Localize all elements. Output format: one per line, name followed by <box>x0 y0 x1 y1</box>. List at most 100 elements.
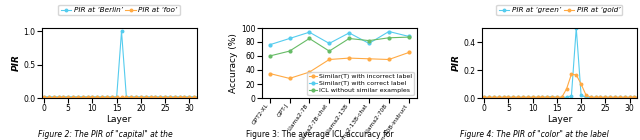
PIR at ‘gold’ <box>636 96 640 98</box>
PIR at ‘gold’ <box>592 96 600 98</box>
Similar(T) with incorrect label <box>385 59 393 60</box>
PIR at ‘foo’ <box>166 96 174 98</box>
PIR at ‘foo’ <box>180 96 188 98</box>
PIR at ‘gold’ <box>485 96 493 98</box>
PIR at ‘green’ <box>553 96 561 98</box>
Line: PIR at ‘Berlin’: PIR at ‘Berlin’ <box>43 30 200 98</box>
PIR at ‘gold’ <box>534 96 541 98</box>
PIR at ‘foo’ <box>74 96 82 98</box>
PIR at ‘foo’ <box>142 96 150 98</box>
Y-axis label: PIR: PIR <box>452 55 461 71</box>
Line: Similar(T) with correct label: Similar(T) with correct label <box>268 30 410 46</box>
Similar(T) with incorrect label <box>305 71 313 73</box>
PIR at ‘gold’ <box>543 96 551 98</box>
Similar(T) with correct label <box>346 32 353 34</box>
PIR at ‘foo’ <box>103 96 111 98</box>
PIR at ‘gold’ <box>553 96 561 98</box>
X-axis label: Layer: Layer <box>547 115 572 124</box>
PIR at ‘foo’ <box>152 96 159 98</box>
PIR at ‘foo’ <box>127 96 135 98</box>
PIR at ‘Berlin’ <box>79 96 86 98</box>
PIR at ‘foo’ <box>93 96 101 98</box>
PIR at ‘gold’ <box>621 96 628 98</box>
PIR at ‘Berlin’ <box>93 96 101 98</box>
PIR at ‘green’ <box>626 96 634 98</box>
PIR at ‘foo’ <box>132 96 140 98</box>
PIR at ‘gold’ <box>558 96 566 98</box>
Line: ICL without similar examples: ICL without similar examples <box>268 36 410 57</box>
PIR at ‘foo’ <box>171 96 179 98</box>
ICL without similar examples <box>266 55 273 57</box>
PIR at ‘Berlin’ <box>147 96 154 98</box>
PIR at ‘Berlin’ <box>99 96 106 98</box>
PIR at ‘foo’ <box>54 96 62 98</box>
PIR at ‘Berlin’ <box>186 96 193 98</box>
PIR at ‘green’ <box>587 96 595 98</box>
PIR at ‘Berlin’ <box>69 96 77 98</box>
PIR at ‘gold’ <box>596 96 604 98</box>
ICL without similar examples <box>305 38 313 39</box>
PIR at ‘gold’ <box>495 96 502 98</box>
ICL without similar examples <box>365 40 373 41</box>
PIR at ‘green’ <box>572 27 580 29</box>
PIR at ‘gold’ <box>524 96 532 98</box>
PIR at ‘green’ <box>524 96 532 98</box>
PIR at ‘gold’ <box>568 73 575 75</box>
PIR at ‘Berlin’ <box>40 96 48 98</box>
ICL without similar examples <box>325 50 333 52</box>
PIR at ‘green’ <box>543 96 551 98</box>
PIR at ‘green’ <box>481 96 488 98</box>
PIR at ‘green’ <box>602 96 609 98</box>
PIR at ‘gold’ <box>606 96 614 98</box>
PIR at ‘green’ <box>485 96 493 98</box>
PIR at ‘foo’ <box>118 96 125 98</box>
PIR at ‘green’ <box>636 96 640 98</box>
PIR at ‘gold’ <box>500 96 508 98</box>
PIR at ‘green’ <box>490 96 498 98</box>
PIR at ‘green’ <box>616 96 624 98</box>
PIR at ‘foo’ <box>99 96 106 98</box>
PIR at ‘gold’ <box>548 96 556 98</box>
ICL without similar examples <box>285 50 293 52</box>
PIR at ‘gold’ <box>582 94 590 96</box>
Similar(T) with incorrect label <box>266 73 273 74</box>
PIR at ‘foo’ <box>156 96 164 98</box>
PIR at ‘gold’ <box>626 96 634 98</box>
PIR at ‘gold’ <box>577 83 585 85</box>
Line: Similar(T) with incorrect label: Similar(T) with incorrect label <box>268 51 410 80</box>
PIR at ‘gold’ <box>630 96 638 98</box>
Legend: PIR at ‘green’, PIR at ‘gold’: PIR at ‘green’, PIR at ‘gold’ <box>497 5 622 15</box>
PIR at ‘Berlin’ <box>45 96 52 98</box>
PIR at ‘Berlin’ <box>161 96 169 98</box>
PIR at ‘Berlin’ <box>190 96 198 98</box>
PIR at ‘foo’ <box>69 96 77 98</box>
Similar(T) with incorrect label <box>346 57 353 59</box>
PIR at ‘foo’ <box>161 96 169 98</box>
PIR at ‘Berlin’ <box>137 96 145 98</box>
Similar(T) with correct label <box>405 36 413 37</box>
PIR at ‘foo’ <box>108 96 116 98</box>
PIR at ‘green’ <box>558 96 566 98</box>
PIR at ‘Berlin’ <box>195 96 203 98</box>
PIR at ‘foo’ <box>84 96 92 98</box>
PIR at ‘foo’ <box>190 96 198 98</box>
Line: PIR at ‘foo’: PIR at ‘foo’ <box>43 95 200 98</box>
PIR at ‘green’ <box>568 95 575 97</box>
PIR at ‘Berlin’ <box>60 96 67 98</box>
Similar(T) with correct label <box>325 43 333 44</box>
Legend: PIR at ‘Berlin’, PIR at ‘foo’: PIR at ‘Berlin’, PIR at ‘foo’ <box>58 5 180 15</box>
PIR at ‘foo’ <box>79 96 86 98</box>
PIR at ‘Berlin’ <box>152 96 159 98</box>
PIR at ‘foo’ <box>65 96 72 98</box>
Y-axis label: PIR: PIR <box>12 55 20 71</box>
Similar(T) with incorrect label <box>285 78 293 79</box>
Y-axis label: Accuracy (%): Accuracy (%) <box>229 33 238 93</box>
ICL without similar examples <box>346 38 353 39</box>
Line: PIR at ‘gold’: PIR at ‘gold’ <box>483 73 640 99</box>
PIR at ‘foo’ <box>122 96 130 98</box>
PIR at ‘green’ <box>515 96 522 98</box>
PIR at ‘gold’ <box>563 88 570 90</box>
PIR at ‘Berlin’ <box>166 96 174 98</box>
PIR at ‘green’ <box>621 96 628 98</box>
X-axis label: Layer: Layer <box>106 115 132 124</box>
